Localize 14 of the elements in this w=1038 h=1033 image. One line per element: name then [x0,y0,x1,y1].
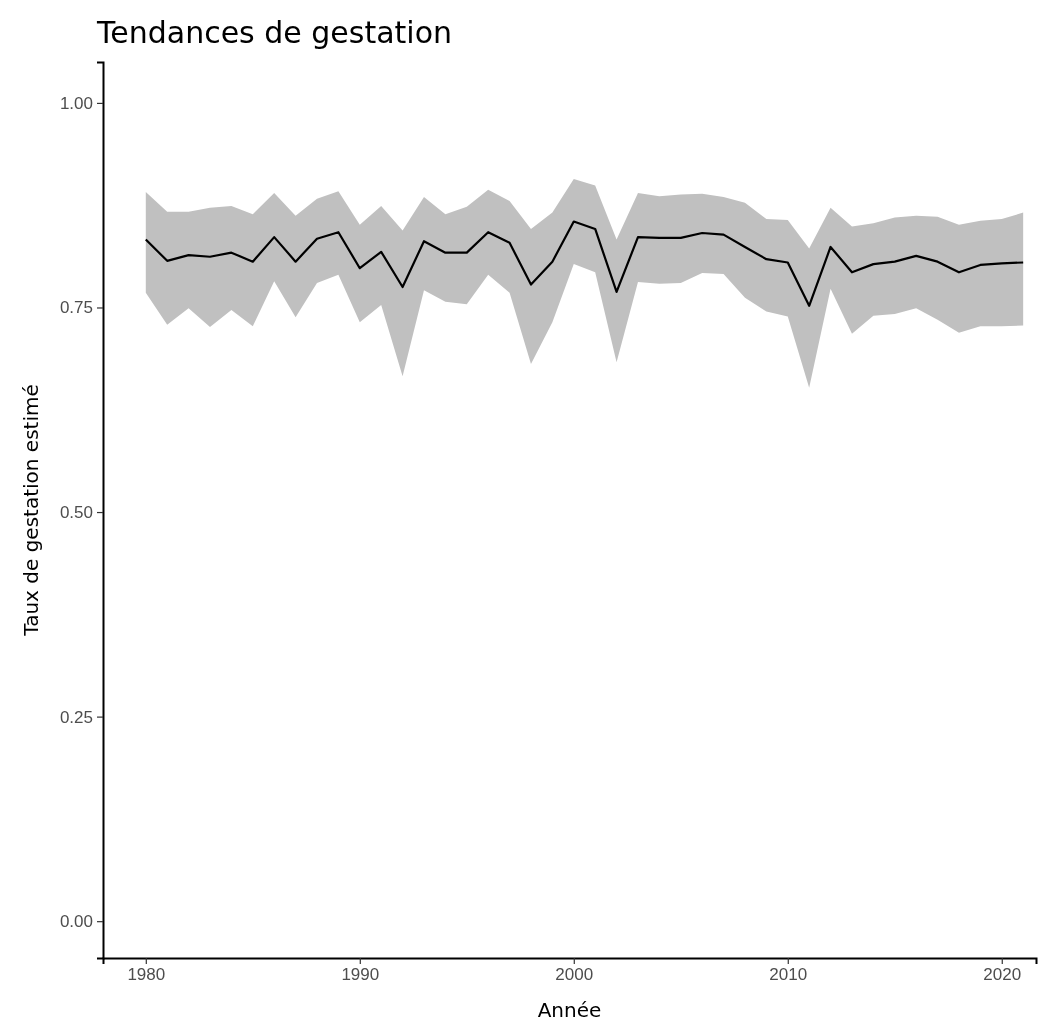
x-tick-label: 2000 [555,965,594,985]
y-tick-label: 0.50 [59,502,93,522]
x-axis-title: Année [537,998,602,1022]
line-series [144,220,1025,307]
y-axis-title: Taux de gestation estimé [19,384,43,637]
x-tick-label: 2010 [769,965,808,985]
x-tick-label: 1990 [341,965,380,985]
y-tick-label: 0.25 [59,707,93,727]
y-tick-label: 0.00 [59,912,93,932]
y-tick-label: 1.00 [59,93,93,113]
y-tick-label: 0.75 [59,298,93,318]
chart-title: Tendances de gestation [96,15,453,50]
x-tick-label: 2020 [983,965,1022,985]
x-tick-label: 1980 [127,965,166,985]
